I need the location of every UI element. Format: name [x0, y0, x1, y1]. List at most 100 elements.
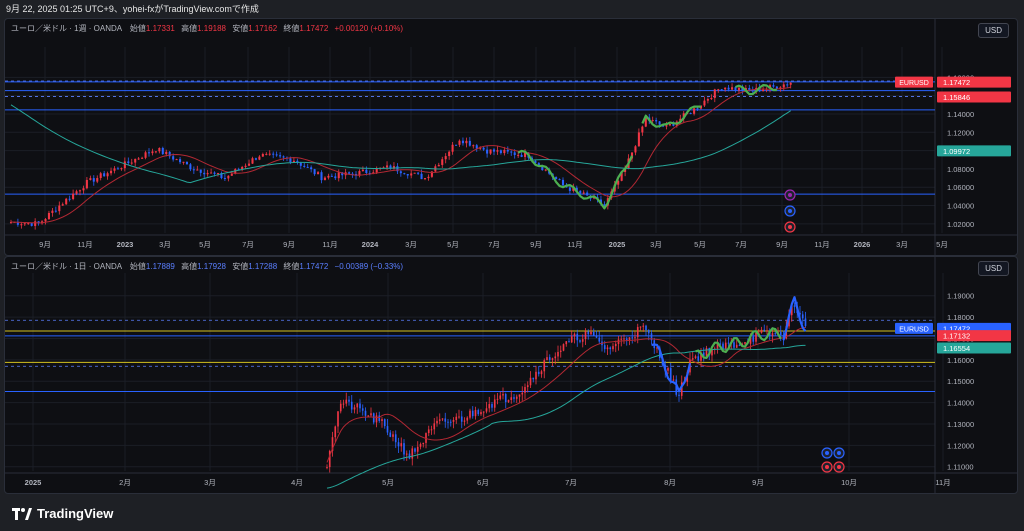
candle [469, 410, 471, 418]
candle [535, 371, 537, 380]
y-tick-label: 1.04000 [947, 202, 974, 211]
x-tick-label: 4月 [291, 478, 303, 487]
economic-event-icon-dot [788, 209, 792, 213]
candle [612, 346, 614, 350]
candle [447, 421, 449, 423]
candle [631, 337, 634, 339]
candle [557, 351, 559, 357]
zigzag-line [695, 327, 782, 359]
low-value: 1.17288 [248, 262, 278, 271]
candle [724, 87, 727, 90]
symbol-badge [895, 76, 933, 88]
candle [529, 377, 532, 386]
candle [452, 420, 455, 422]
candle [786, 84, 789, 86]
candle [268, 153, 271, 155]
candle [279, 155, 282, 157]
candle [716, 343, 719, 349]
candle [317, 172, 320, 175]
candle [667, 368, 669, 371]
candle [410, 173, 413, 176]
y-tick-label: 1.15000 [947, 377, 974, 386]
candle [510, 151, 513, 153]
candle [406, 174, 409, 176]
currency-button[interactable]: USD [978, 261, 1009, 276]
candle [482, 147, 485, 150]
open-value: 1.17889 [145, 262, 175, 271]
candle [358, 171, 361, 176]
tradingview-logo[interactable]: TradingView [12, 506, 113, 521]
candle [337, 172, 340, 179]
candle [223, 178, 226, 180]
candle [720, 89, 723, 91]
candle [480, 412, 482, 415]
candle [558, 179, 561, 181]
weekly-chart-panel[interactable]: 1.180001.160001.140001.120001.100001.080… [4, 18, 1018, 256]
candle [72, 193, 75, 200]
ohlc-legend: ユーロ／米ドル · 1週 · OANDA 始値1.17331 高値1.19188… [11, 24, 404, 33]
candle [475, 145, 478, 149]
economic-event-icon-dot [825, 451, 829, 455]
ma-short-line [326, 326, 806, 463]
candle [570, 336, 573, 343]
candle [534, 160, 537, 164]
candle [30, 223, 33, 226]
price-badge-value: 1.09972 [943, 147, 970, 156]
candle [348, 172, 351, 174]
daily-chart[interactable]: 1.190001.180001.170001.160001.150001.140… [5, 257, 1017, 493]
candle [113, 168, 116, 171]
currency-button[interactable]: USD [978, 23, 1009, 38]
y-tick-label: 1.06000 [947, 183, 974, 192]
y-tick-label: 1.19000 [947, 292, 974, 301]
candle [590, 331, 592, 335]
y-tick-label: 1.08000 [947, 165, 974, 174]
candle [408, 453, 411, 459]
x-tick-label: 9月 [776, 240, 788, 249]
candle [411, 448, 414, 459]
candle [351, 173, 354, 175]
candle [694, 356, 697, 359]
candle [572, 187, 575, 191]
x-tick-label: 5月 [382, 478, 394, 487]
candle [503, 149, 506, 154]
x-tick-label: 9月 [283, 240, 295, 249]
candle [65, 198, 68, 205]
candle [392, 166, 395, 169]
candle [554, 356, 557, 359]
candle [381, 419, 383, 421]
candle [609, 347, 612, 350]
candle [123, 161, 126, 169]
candle [430, 171, 433, 177]
candle [310, 167, 313, 170]
candle [658, 121, 661, 125]
candle [54, 210, 57, 212]
candle [634, 337, 636, 339]
candle [326, 467, 328, 469]
candle [744, 342, 746, 344]
candle [485, 408, 488, 412]
candle [771, 333, 774, 336]
candle [116, 168, 119, 170]
candle [196, 169, 199, 171]
x-tick-label: 7月 [565, 478, 577, 487]
candle [628, 337, 631, 341]
price-badge-value: 1.16554 [943, 344, 970, 353]
candle [689, 112, 692, 114]
candle [422, 442, 425, 445]
candle [524, 152, 527, 157]
candle [303, 165, 306, 167]
candle [711, 348, 713, 356]
candle [521, 392, 524, 395]
candle [370, 413, 372, 416]
x-tick-label: 7月 [488, 240, 500, 249]
daily-chart-panel[interactable]: 1.190001.180001.170001.160001.150001.140… [4, 256, 1018, 494]
candle [506, 149, 509, 152]
candle [620, 338, 623, 340]
candle [499, 150, 502, 154]
candle [713, 89, 716, 98]
candle [693, 108, 696, 114]
x-tick-label: 3月 [204, 478, 216, 487]
y-tick-label: 1.18000 [947, 313, 974, 322]
weekly-chart[interactable]: 1.180001.160001.140001.120001.100001.080… [5, 19, 1017, 255]
candle [61, 204, 64, 206]
